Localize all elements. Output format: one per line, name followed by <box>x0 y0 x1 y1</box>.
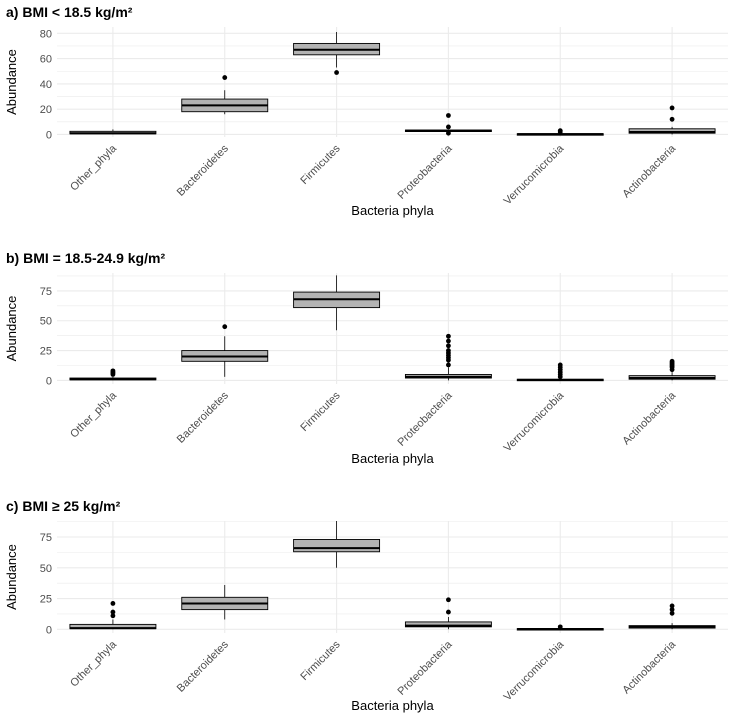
x-tick-label: Verrucomicrobia <box>502 389 567 454</box>
x-tick-label: Firmicutes <box>298 389 343 434</box>
outlier-point <box>446 113 451 118</box>
box-proteobacteria <box>404 597 492 630</box>
y-axis-title: Abundance <box>4 544 19 610</box>
outlier-point <box>334 70 339 75</box>
x-tick-label: Actinobacteria <box>620 638 678 696</box>
box-actinobacteria <box>628 105 716 135</box>
y-tick-label: 75 <box>40 286 52 298</box>
box-other-phyla <box>69 368 157 381</box>
y-tick-label: 50 <box>40 563 52 575</box>
panel-1: a) BMI < 18.5 kg/m² 0 20 40 60 80 Other_phyla B… <box>4 4 728 218</box>
x-tick-label: Bacteroidetes <box>175 638 231 694</box>
box-verrucomicrobia <box>516 624 604 631</box>
box-other-phyla <box>69 129 157 135</box>
x-tick-label: Bacteroidetes <box>175 389 231 445</box>
outlier-point <box>446 338 451 344</box>
outlier-point <box>669 610 675 616</box>
y-axis-title: Abundance <box>4 49 19 115</box>
outlier-point <box>669 358 675 364</box>
box-other-phyla <box>69 601 157 630</box>
panel-title: a) BMI < 18.5 kg/m² <box>6 4 133 20</box>
outlier-point <box>557 624 563 630</box>
box-bacteroidetes <box>181 585 269 620</box>
x-axis-title: Bacteria phyla <box>351 698 434 713</box>
x-tick-label: Bacteroidetes <box>175 142 231 198</box>
x-tick-label: Other_phyla <box>68 142 119 193</box>
outlier-point <box>557 362 563 368</box>
y-tick-label: 20 <box>40 104 52 116</box>
x-tick-label: Actinobacteria <box>620 389 678 447</box>
outlier-point <box>446 343 451 349</box>
x-tick-label: Firmicutes <box>298 142 343 187</box>
outlier-point <box>110 368 116 374</box>
x-axis-title: Bacteria phyla <box>351 451 434 466</box>
x-tick-label: Proteobacteria <box>395 389 455 449</box>
x-tick-label: Firmicutes <box>298 638 343 683</box>
x-tick-label: Proteobacteria <box>395 142 455 202</box>
outlier-point <box>669 116 675 122</box>
y-tick-label: 0 <box>46 375 52 387</box>
box-firmicutes <box>293 521 381 568</box>
outlier-point <box>110 609 116 615</box>
outlier-point <box>669 607 675 613</box>
outlier-point <box>446 130 451 136</box>
x-tick-label: Verrucomicrobia <box>502 638 567 703</box>
outlier-point <box>446 597 451 603</box>
x-tick-label: Proteobacteria <box>395 638 455 698</box>
box-bacteroidetes <box>181 324 269 377</box>
box-proteobacteria <box>404 113 492 136</box>
outlier-point <box>222 75 228 80</box>
outlier-point <box>446 333 451 339</box>
x-tick-label: Actinobacteria <box>620 142 678 200</box>
outlier-point <box>669 105 675 111</box>
panel-title: c) BMI ≥ 25 kg/m² <box>6 498 121 514</box>
outlier-point <box>110 613 116 619</box>
y-tick-label: 60 <box>40 54 52 66</box>
y-tick-label: 50 <box>40 316 52 328</box>
box-actinobacteria <box>628 603 716 630</box>
outlier-point <box>110 601 116 606</box>
panel-3: c) BMI ≥ 25 kg/m² 0 25 50 75 Other_phyla Bacte… <box>4 498 728 713</box>
outlier-point <box>557 128 563 134</box>
box-proteobacteria <box>404 333 492 381</box>
x-axis-title: Bacteria phyla <box>351 203 434 218</box>
outlier-point <box>222 324 228 330</box>
y-tick-label: 75 <box>40 532 52 544</box>
x-tick-label: Other_phyla <box>68 638 119 689</box>
y-tick-label: 0 <box>46 624 52 636</box>
box-verrucomicrobia <box>516 128 604 136</box>
y-tick-label: 25 <box>40 346 52 358</box>
outlier-point <box>446 348 451 353</box>
outlier-point <box>446 609 451 615</box>
outlier-point <box>669 603 675 609</box>
outlier-point <box>446 124 451 130</box>
outlier-point <box>446 362 451 368</box>
y-tick-label: 80 <box>40 28 52 40</box>
x-tick-label: Verrucomicrobia <box>502 142 567 207</box>
y-tick-label: 25 <box>40 594 52 606</box>
box-iqr <box>404 621 492 628</box>
box-bacteroidetes <box>181 75 269 115</box>
panel-title: b) BMI = 18.5-24.9 kg/m² <box>6 250 165 266</box>
y-axis-title: Abundance <box>4 296 19 362</box>
box-firmicutes <box>293 32 381 75</box>
box-verrucomicrobia <box>516 362 604 382</box>
x-tick-label: Other_phyla <box>68 389 119 440</box>
panel-2: b) BMI = 18.5-24.9 kg/m² 0 25 50 75 Other_phy… <box>4 250 728 466</box>
y-tick-label: 0 <box>46 129 52 141</box>
box-iqr <box>293 539 381 553</box>
box-actinobacteria <box>628 358 716 381</box>
box-firmicutes <box>293 275 381 331</box>
y-tick-label: 40 <box>40 79 52 91</box>
